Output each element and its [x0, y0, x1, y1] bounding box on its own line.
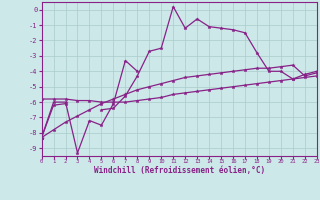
X-axis label: Windchill (Refroidissement éolien,°C): Windchill (Refroidissement éolien,°C): [94, 166, 265, 175]
